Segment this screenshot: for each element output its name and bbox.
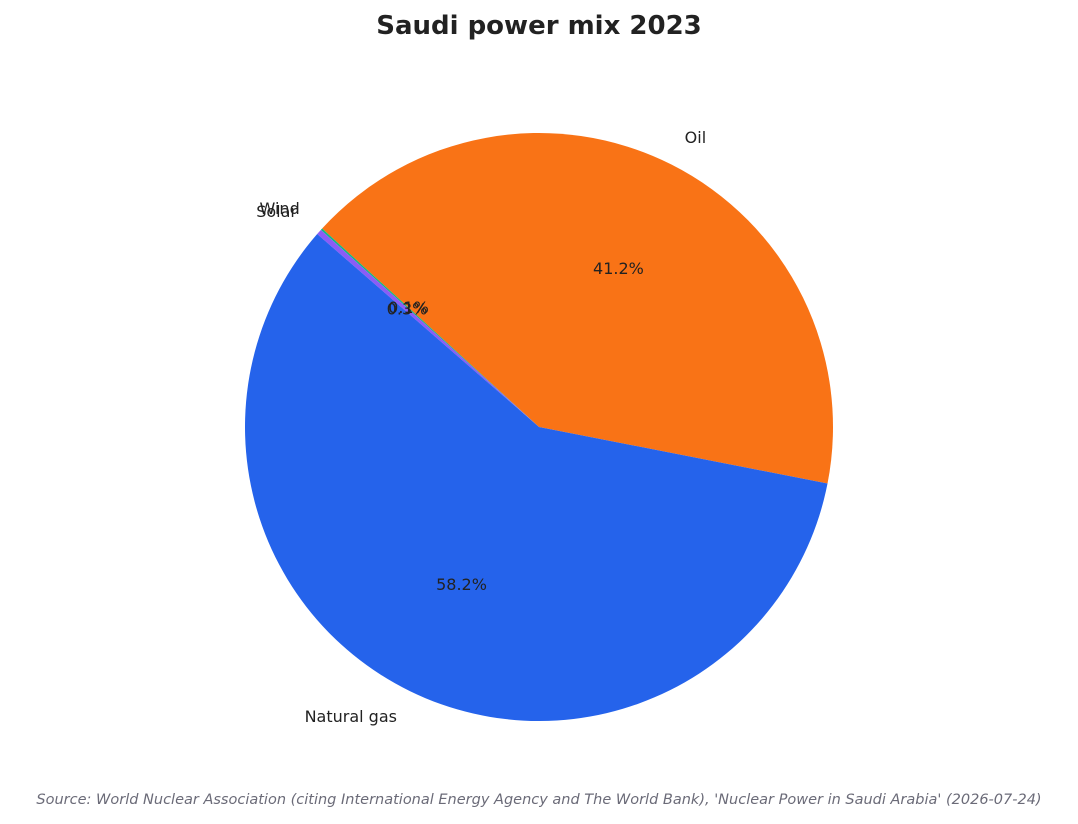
pie-labels: Oil 41.2% Wind 0.1% Solar 0.3% Natural gas 58.2… [256, 128, 706, 726]
value-label-solar: 0.3% [387, 299, 428, 318]
chart-title: Saudi power mix 2023 [376, 11, 702, 41]
label-natural-gas: Natural gas [305, 707, 397, 726]
value-label-oil: 41.2% [593, 259, 644, 278]
value-label-natural-gas: 58.2% [436, 575, 487, 594]
label-solar: Solar [256, 202, 297, 221]
pie-slices [245, 133, 833, 721]
value-label-wind: 0.1% [388, 298, 429, 317]
slice-oil [322, 133, 833, 484]
label-wind: Wind [260, 199, 300, 218]
slice-wind [320, 228, 539, 427]
source-note: Source: World Nuclear Association (citin… [36, 792, 1042, 808]
slice-solar [317, 229, 539, 427]
label-oil: Oil [685, 128, 706, 147]
slice-natural-gas [245, 234, 828, 721]
